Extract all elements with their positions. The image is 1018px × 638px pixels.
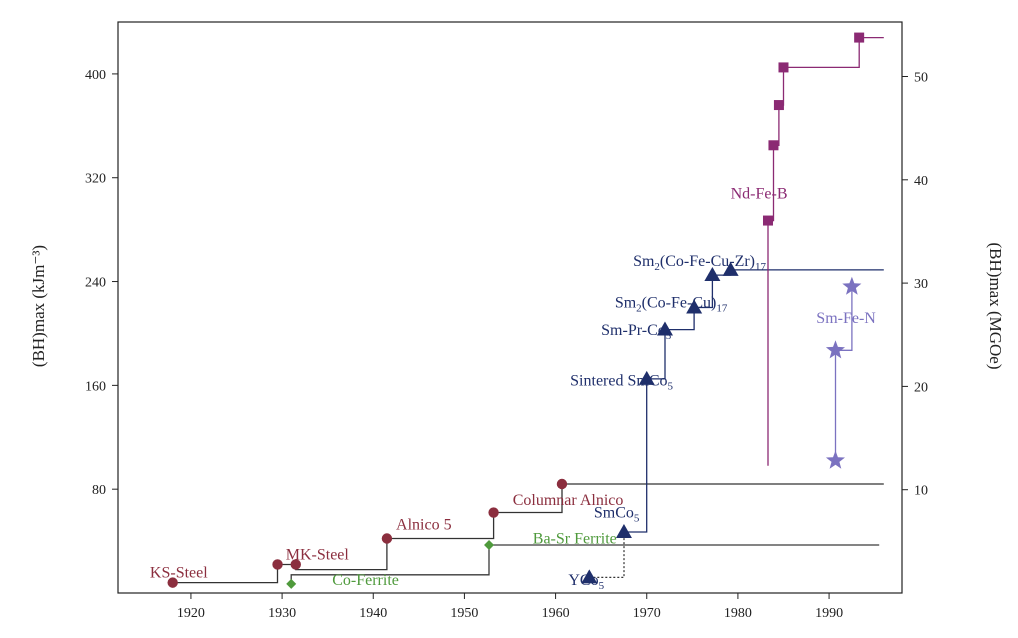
marker-steel-alnico [290,559,301,570]
data-label-subscript: 2 [654,261,660,273]
series-line-smfen [834,286,853,461]
y-tick-label-left: 160 [85,379,106,394]
data-label: MK-Steel [286,546,350,563]
data-label-part: (Co-Fe-Cu) [642,295,717,312]
marker-smco [638,370,655,385]
series-line-ndfeb [767,36,884,466]
data-label-part: Sintered SmCo [570,372,667,389]
data-label: Nd-Fe-B [731,185,788,202]
x-tick-label: 1960 [542,606,570,621]
data-label-part: Alnico 5 [396,516,452,533]
y-tick-label-left: 80 [92,483,106,498]
marker-smco [581,569,598,584]
x-tick-label: 1970 [633,606,661,621]
x-tick-label: 1930 [268,606,296,621]
data-label: Co-Ferrite [332,572,399,589]
marker-ndfeb [778,62,789,73]
data-label-part: Sm [633,253,655,270]
y-tick-label-left: 320 [85,172,106,187]
x-tick-label: 1950 [450,606,478,621]
marker-smfen [842,276,862,295]
marker-ndfeb [854,32,865,43]
data-labels: KS-Steel MK-Steel Co-Ferrite Alnico 5 Ba-Sr … [150,185,876,592]
y-tick-label-right: 10 [914,484,928,499]
data-label-subscript: 5 [634,513,640,525]
x-tick-label: 1940 [359,606,387,621]
data-label-part: Co-Ferrite [332,572,399,589]
y-tick-label-right: 30 [914,277,928,292]
marker-ndfeb [768,140,779,151]
marker-smco [704,267,721,282]
marker-smco [656,321,673,336]
data-label-subscript: 5 [666,330,672,342]
data-label-part: Nd-Fe-B [731,185,788,202]
data-label-part: Columnar Alnico [513,492,624,509]
ticks: 1920 1930 1940 1950 1960 1970 1980 199080160240… [85,68,928,621]
data-label-part: Sm-Pr-Co [601,322,666,339]
marker-smfen [825,450,845,469]
marker-steel-alnico [381,533,393,544]
marker-smco [615,524,632,539]
y-tick-label-right: 50 [914,71,928,86]
series-line-ferrite [290,544,880,584]
series-dotted-smco [589,532,625,579]
x-tick-label: 1990 [815,606,843,621]
data-label: Sintered SmCo5 [570,372,673,392]
data-label-part: SmCo [594,505,634,522]
data-label: Alnico 5 [396,516,452,533]
data-label: Sm2(Co-Fe-Cu)17 [615,295,728,315]
marker-smco [686,299,703,314]
y-tick-label-left: 240 [85,276,106,291]
data-label: Sm-Fe-N [816,310,876,327]
data-label-subscript: 5 [668,380,674,392]
marker-ferrite [484,539,495,550]
plot-frame [117,21,903,594]
marker-smco [722,261,739,276]
data-label-part: Ba-Sr Ferrite [533,531,617,548]
marker-steel-alnico [272,559,283,570]
data-label: SmCo5 [594,505,640,525]
data-label-part: Sm [615,295,637,312]
marker-steel-alnico [167,577,178,588]
marker-steel-alnico [556,478,568,490]
data-label-part: MK-Steel [286,546,350,563]
data-label: Columnar Alnico [513,492,624,509]
data-label: KS-Steel [150,564,208,581]
marker-steel-alnico [488,507,499,518]
data-label: Sm2(Co-Fe-Cu-Zr)17 [633,253,766,273]
y-tick-label-right: 40 [914,174,928,189]
data-label: YCo5 [568,572,604,592]
marker-ferrite [286,578,297,589]
data-label-subscript: 2 [636,303,642,315]
data-label-part: (Co-Fe-Cu-Zr) [660,253,755,270]
y-axis-title-right: (BH)max (MGOe) [986,243,1005,370]
data-label: Ba-Sr Ferrite [533,531,617,548]
marker-ndfeb [773,100,784,111]
data-label-part: Sm-Fe-N [816,310,876,327]
marker-ndfeb [762,215,773,226]
y-axis-title-left: (BH)max (kJm⁻³) [29,245,48,367]
x-tick-label: 1980 [724,606,752,621]
data-label-part: YCo [568,572,598,589]
data-label-subscript: 17 [755,261,767,273]
x-tick-label: 1920 [177,606,205,621]
data-label-part: KS-Steel [150,564,208,581]
y-tick-label-left: 400 [85,68,106,83]
data-label: Sm-Pr-Co5 [601,322,672,342]
series-markers [167,32,865,589]
data-label-subscript: 5 [599,580,605,592]
y-tick-label-right: 20 [914,380,928,395]
data-label-subscript: 17 [716,303,728,315]
marker-smfen [825,340,845,359]
